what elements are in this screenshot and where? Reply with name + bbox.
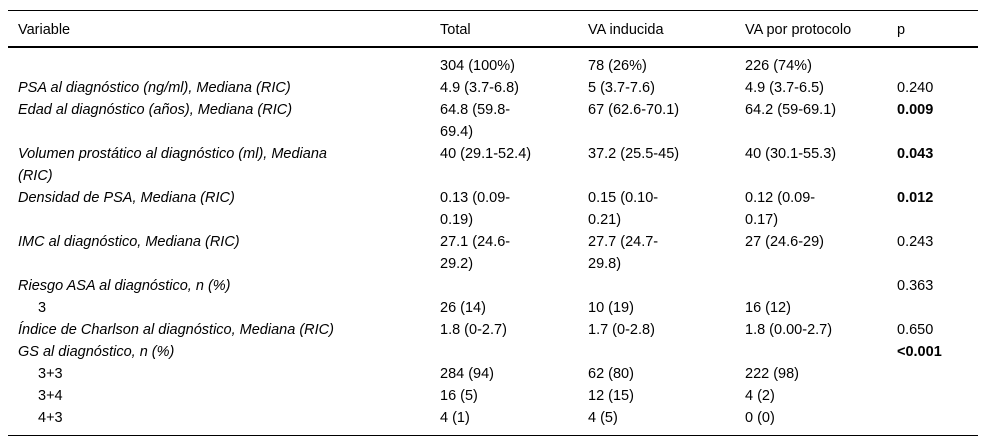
table-row: 304 (100%) 78 (26%) 226 (74%) — [8, 47, 978, 77]
p-value-cell: <0.001 — [897, 344, 942, 360]
total-cell: 304 (100%) — [440, 58, 515, 74]
table-container: Variable Total VA inducida VA por protoc… — [8, 10, 978, 436]
total-cell — [440, 275, 588, 297]
variable-cell: 3+3 — [38, 366, 63, 382]
table-row: 3+3 284 (94) 62 (80) 222 (98) — [8, 363, 978, 385]
va-por-protocolo-cell: 64.2 (59-69.1) — [745, 102, 837, 118]
total-cell: 284 (94) — [440, 366, 495, 382]
variable-cell: PSA al diagnóstico (ng/ml), Mediana (RIC… — [18, 80, 291, 96]
table-row: PSA al diagnóstico (ng/ml), Mediana (RIC… — [8, 77, 978, 99]
p-value-cell — [897, 297, 978, 319]
va-inducida-cell: 12 (15) — [588, 388, 634, 404]
p-value-cell — [897, 407, 978, 436]
variable-cell — [8, 47, 440, 77]
va-por-protocolo-cell: 4.9 (3.7-6.5) — [745, 80, 824, 96]
variable-cell: Volumen prostático al diagnóstico (ml), … — [18, 146, 327, 184]
total-cell: 27.1 (24.6- 29.2) — [440, 234, 511, 272]
total-cell: 64.8 (59.8- 69.4) — [440, 102, 511, 140]
total-cell: 26 (14) — [440, 300, 486, 316]
p-value-cell: 0.243 — [897, 234, 934, 250]
column-header-p: p — [897, 10, 978, 48]
va-por-protocolo-cell: 4 (2) — [745, 388, 775, 404]
p-value-cell: 0.650 — [897, 322, 934, 338]
p-value-cell — [897, 47, 978, 77]
p-value-cell: 0.043 — [897, 146, 934, 162]
va-inducida-cell: 1.7 (0-2.8) — [588, 322, 655, 338]
table-row: IMC al diagnóstico, Mediana (RIC) 27.1 (… — [8, 231, 978, 275]
variable-cell: 4+3 — [38, 410, 63, 426]
p-value-cell — [897, 385, 978, 407]
va-inducida-cell: 67 (62.6-70.1) — [588, 102, 680, 118]
p-value-cell: 0.363 — [897, 278, 934, 294]
total-cell: 16 (5) — [440, 388, 478, 404]
va-por-protocolo-cell: 27 (24.6-29) — [745, 234, 824, 250]
total-cell: 1.8 (0-2.7) — [440, 322, 507, 338]
total-cell: 0.13 (0.09- 0.19) — [440, 190, 511, 228]
va-inducida-cell: 4 (5) — [588, 410, 618, 426]
total-cell — [440, 341, 588, 363]
variable-cell: Edad al diagnóstico (años), Mediana (RIC… — [18, 102, 293, 118]
variable-cell: GS al diagnóstico, n (%) — [18, 344, 175, 360]
va-inducida-cell: 0.15 (0.10- 0.21) — [588, 190, 659, 228]
table-row: 3+4 16 (5) 12 (15) 4 (2) — [8, 385, 978, 407]
column-header-total: Total — [440, 10, 588, 48]
column-header-variable: Variable — [8, 10, 440, 48]
table-row: Densidad de PSA, Mediana (RIC) 0.13 (0.0… — [8, 187, 978, 231]
va-por-protocolo-cell: 222 (98) — [745, 366, 800, 382]
va-por-protocolo-cell: 40 (30.1-55.3) — [745, 146, 837, 162]
variable-cell: 3+4 — [38, 388, 63, 404]
column-header-va-por-protocolo: VA por protocolo — [745, 10, 897, 48]
column-header-va-inducida: VA inducida — [588, 10, 745, 48]
table-row: 4+3 4 (1) 4 (5) 0 (0) — [8, 407, 978, 436]
p-value-cell: 0.009 — [897, 102, 934, 118]
va-inducida-cell — [588, 341, 745, 363]
p-value-cell: 0.240 — [897, 80, 934, 96]
variable-cell: 3 — [38, 300, 47, 316]
va-inducida-cell: 10 (19) — [588, 300, 634, 316]
table-row: Riesgo ASA al diagnóstico, n (%) 0.363 — [8, 275, 978, 297]
header-row: Variable Total VA inducida VA por protoc… — [8, 10, 978, 48]
va-inducida-cell: 62 (80) — [588, 366, 634, 382]
table-row: Índice de Charlson al diagnóstico, Media… — [8, 319, 978, 341]
table-row: Volumen prostático al diagnóstico (ml), … — [8, 143, 978, 187]
variable-cell: IMC al diagnóstico, Mediana (RIC) — [18, 234, 240, 250]
p-value-cell — [897, 363, 978, 385]
total-cell: 4.9 (3.7-6.8) — [440, 80, 519, 96]
va-por-protocolo-cell: 226 (74%) — [745, 58, 812, 74]
variable-cell: Densidad de PSA, Mediana (RIC) — [18, 190, 235, 206]
va-inducida-cell: 5 (3.7-7.6) — [588, 80, 655, 96]
va-por-protocolo-cell: 1.8 (0.00-2.7) — [745, 322, 833, 338]
va-por-protocolo-cell: 0 (0) — [745, 410, 775, 426]
clinical-variables-table: Variable Total VA inducida VA por protoc… — [8, 10, 978, 436]
table-row: 3 26 (14) 10 (19) 16 (12) — [8, 297, 978, 319]
va-por-protocolo-cell: 16 (12) — [745, 300, 791, 316]
total-cell: 4 (1) — [440, 410, 470, 426]
total-cell: 40 (29.1-52.4) — [440, 146, 532, 162]
va-por-protocolo-cell — [745, 275, 897, 297]
va-por-protocolo-cell: 0.12 (0.09- 0.17) — [745, 190, 816, 228]
variable-cell: Riesgo ASA al diagnóstico, n (%) — [18, 278, 231, 294]
va-inducida-cell — [588, 275, 745, 297]
p-value-cell: 0.012 — [897, 190, 934, 206]
variable-cell: Índice de Charlson al diagnóstico, Media… — [18, 322, 334, 338]
va-inducida-cell: 27.7 (24.7- 29.8) — [588, 234, 659, 272]
va-inducida-cell: 37.2 (25.5-45) — [588, 146, 680, 162]
va-inducida-cell: 78 (26%) — [588, 58, 647, 74]
table-row: GS al diagnóstico, n (%) <0.001 — [8, 341, 978, 363]
table-row: Edad al diagnóstico (años), Mediana (RIC… — [8, 99, 978, 143]
va-por-protocolo-cell — [745, 341, 897, 363]
